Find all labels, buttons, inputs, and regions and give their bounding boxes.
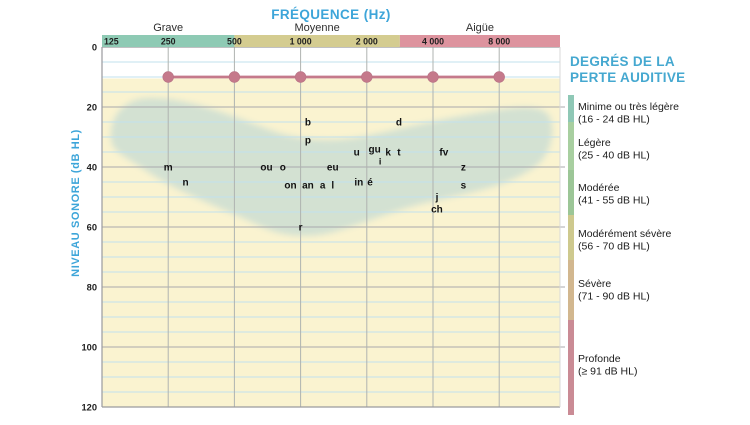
- legend-bar-segment: [568, 215, 574, 260]
- phoneme-label: d: [396, 118, 402, 129]
- legend-item-label: Sévère: [578, 278, 611, 290]
- phoneme-label: ch: [431, 205, 443, 216]
- frequency-tick-label: 8 000: [488, 37, 510, 47]
- phoneme-label: p: [305, 136, 311, 147]
- y-axis-title: NIVEAU SONORE (dB HL): [70, 129, 82, 277]
- legend-heading-line1: DEGRÉS DE LA: [570, 54, 675, 69]
- phoneme-label: k: [385, 148, 391, 159]
- frequency-group-label: Moyenne: [295, 22, 340, 34]
- frequency-band-grave: [102, 35, 235, 47]
- phoneme-label: an: [302, 181, 314, 192]
- legend-heading-line2: PERTE AUDITIVE: [570, 70, 685, 85]
- legend-item-range: (71 - 90 dB HL): [578, 291, 650, 303]
- frequency-tick-label: 2 000: [356, 37, 378, 47]
- phoneme-label: j: [435, 193, 439, 204]
- frequency-band-moyenne: [234, 35, 400, 47]
- threshold-dot: [361, 71, 373, 83]
- phoneme-label: b: [305, 118, 311, 129]
- gridlines-layer: [101, 46, 565, 408]
- frequency-tick-label: 125: [104, 37, 119, 47]
- legend-item-label: Modérément sévère: [578, 228, 672, 240]
- legend-layer: Minime ou très légère(16 - 24 dB HL) Légè…: [568, 95, 679, 415]
- frequency-tick-label: 1 000: [290, 37, 312, 47]
- db-tick-label: 40: [87, 162, 97, 172]
- threshold-dot: [493, 71, 505, 83]
- legend-bar-segment: [568, 122, 574, 170]
- threshold-dot: [294, 71, 307, 83]
- threshold-line-layer: [162, 71, 505, 83]
- db-tick-label: 100: [81, 342, 97, 352]
- phoneme-label: u: [354, 148, 360, 159]
- threshold-dot: [427, 71, 439, 83]
- chart-title: FRÉQUENCE (Hz): [271, 7, 391, 22]
- frequency-band-aigüe: [399, 35, 560, 47]
- frequency-group-label: Aigüe: [466, 22, 494, 34]
- frequency-group-label: Grave: [153, 22, 183, 34]
- phoneme-label: on: [284, 181, 296, 192]
- phoneme-label: o: [280, 163, 286, 174]
- axis-labels-layer: 0 20 40 60 80 100 120: [81, 42, 97, 412]
- frequency-band-layer: Grave Moyenne Aigüe 125 250 500 1 000 2 000 4 00…: [102, 22, 560, 47]
- legend-item-range: (25 - 40 dB HL): [578, 150, 650, 162]
- phoneme-label: é: [367, 178, 373, 189]
- legend-item-range: (16 - 24 dB HL): [578, 114, 650, 126]
- phoneme-label: ou: [260, 163, 272, 174]
- phoneme-label: t: [397, 148, 401, 159]
- db-tick-label: 20: [87, 102, 97, 112]
- phoneme-label: in: [354, 178, 363, 189]
- legend-item-label: Légère: [578, 137, 611, 149]
- legend-item-range: (≥ 91 dB HL): [578, 366, 637, 378]
- phoneme-label: m: [164, 163, 173, 174]
- threshold-dot: [228, 71, 241, 83]
- legend-bar-segment: [568, 95, 574, 122]
- phoneme-label: a: [320, 181, 326, 192]
- legend-bar-segment: [568, 260, 574, 320]
- phoneme-label: z: [461, 163, 466, 174]
- phoneme-label: r: [299, 223, 303, 234]
- phoneme-label: n: [183, 178, 189, 189]
- db-tick-label: 120: [81, 402, 97, 412]
- legend-item-label: Modérée: [578, 182, 620, 194]
- db-tick-label: 80: [87, 282, 97, 292]
- phoneme-label: gu: [368, 145, 380, 156]
- threshold-dot: [162, 71, 174, 83]
- frequency-tick-label: 250: [161, 37, 176, 47]
- phoneme-label: i: [379, 157, 382, 167]
- frequency-tick-label: 500: [227, 37, 242, 47]
- legend-item-label: Minime ou très légère: [578, 101, 679, 113]
- frequency-tick-label: 4 000: [422, 37, 444, 47]
- legend-item-label: Profonde: [578, 353, 621, 365]
- phoneme-label: l: [331, 181, 334, 192]
- db-tick-label: 60: [87, 222, 97, 232]
- legend-bar-segment: [568, 170, 574, 215]
- legend-item-range: (41 - 55 dB HL): [578, 195, 650, 207]
- phoneme-label: fv: [439, 148, 448, 159]
- db-tick-label: 0: [92, 42, 97, 52]
- legend-bar-segment: [568, 320, 574, 415]
- legend-item-range: (56 - 70 dB HL): [578, 241, 650, 253]
- phoneme-label: eu: [327, 163, 339, 174]
- phoneme-label: s: [461, 181, 467, 192]
